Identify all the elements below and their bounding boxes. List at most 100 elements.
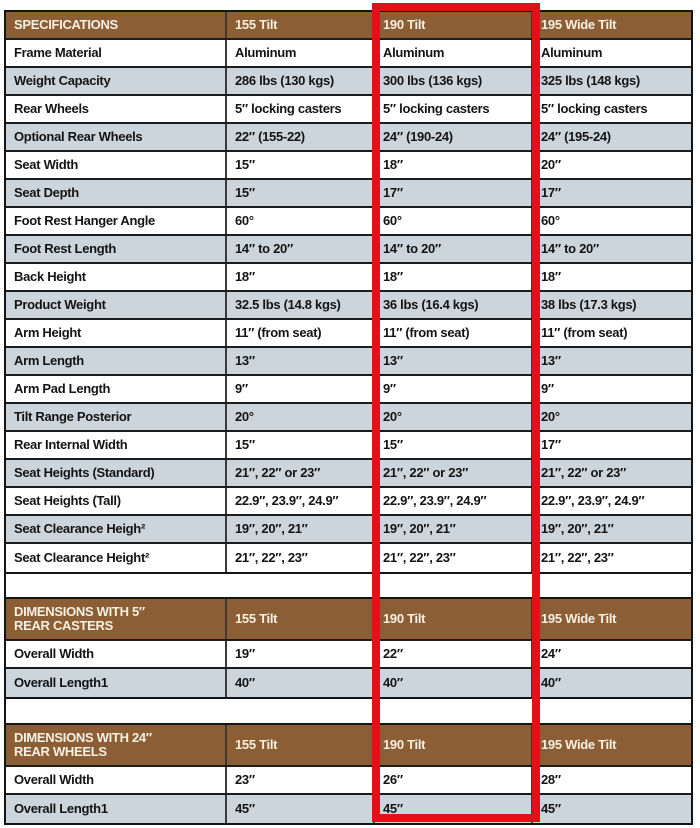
table-row: Frame Material Aluminum Aluminum Aluminum — [6, 40, 691, 68]
spec-label: Seat Heights (Standard) — [6, 460, 227, 486]
table-row: Product Weight 32.5 lbs (14.8 kgs) 36 lbs … — [6, 292, 691, 320]
spec-value: 20° — [375, 404, 533, 430]
spec-value: 286 lbs (130 kgs) — [227, 68, 375, 94]
spec-value: 18″ — [541, 269, 561, 285]
table-row: Arm Height 11″ (from seat) 11″ (from seat)… — [6, 320, 691, 348]
spec-value: 15″ — [375, 432, 533, 458]
spec-value: 19″, 20″, 21″ — [227, 516, 375, 542]
spec-label: Back Height — [6, 264, 227, 290]
spec-value: 13″ — [375, 348, 533, 374]
spec-value: 60° — [375, 208, 533, 234]
table-title: DIMENSIONS WITH 5″ REAR CASTERS — [6, 599, 227, 639]
spec-value: 13″ — [541, 353, 561, 369]
table-gap — [4, 574, 693, 597]
spec-label: Overall Width — [6, 641, 227, 667]
spec-value: 5″ locking casters — [375, 96, 533, 122]
spec-value: 17″ — [375, 180, 533, 206]
dimensions-24in-wheels-table: DIMENSIONS WITH 24″ REAR WHEELS 155 Tilt 1… — [4, 723, 693, 825]
table-row: Overall Length1 40″ 40″ 40″ — [6, 669, 691, 697]
spec-sheet: SPECIFICATIONS 155 Tilt 190 Tilt 195 Wide T… — [4, 10, 693, 825]
spec-label: Foot Rest Hanger Angle — [6, 208, 227, 234]
table-row: Back Height 18″ 18″ 18″ — [6, 264, 691, 292]
spec-value: 21″, 22″ or 23″ — [227, 460, 375, 486]
spec-value: 14″ to 20″ — [541, 241, 599, 257]
table-row: Seat Width 15″ 18″ 20″ — [6, 152, 691, 180]
spec-value: 21″, 22″, 23″ — [375, 544, 533, 572]
column-header: 195 Wide Tilt — [541, 611, 617, 627]
spec-value: 19″, 20″, 21″ — [375, 516, 533, 542]
table-header-row: DIMENSIONS WITH 24″ REAR WHEELS 155 Tilt 1… — [6, 725, 691, 767]
spec-value: 24″ (195-24) — [541, 129, 611, 145]
spec-label: Optional Rear Wheels — [6, 124, 227, 150]
spec-value: 45″ — [541, 801, 561, 817]
spec-value: 300 lbs (136 kgs) — [375, 68, 533, 94]
spec-value: 15″ — [227, 152, 375, 178]
spec-label: Arm Height — [6, 320, 227, 346]
spec-value: 20° — [227, 404, 375, 430]
table-row: Seat Heights (Standard) 21″, 22″ or 23″ 21… — [6, 460, 691, 488]
spec-value: 18″ — [375, 264, 533, 290]
table-row: Rear Internal Width 15″ 15″ 17″ — [6, 432, 691, 460]
column-header: 190 Tilt — [375, 12, 533, 38]
spec-value: 22.9″, 23.9″, 24.9″ — [227, 488, 375, 514]
table-row: Tilt Range Posterior 20° 20° 20° — [6, 404, 691, 432]
table-header-row: SPECIFICATIONS 155 Tilt 190 Tilt 195 Wide T… — [6, 12, 691, 40]
spec-value: 23″ — [227, 767, 375, 793]
spec-value: 20″ — [541, 157, 561, 173]
spec-value: 17″ — [541, 437, 561, 453]
spec-label: Seat Heights (Tall) — [6, 488, 227, 514]
spec-label: Product Weight — [6, 292, 227, 318]
spec-value: Aluminum — [541, 45, 603, 61]
column-header: 190 Tilt — [375, 725, 533, 765]
table-row: Foot Rest Hanger Angle 60° 60° 60° — [6, 208, 691, 236]
spec-value: 22.9″, 23.9″, 24.9″ — [541, 493, 645, 509]
column-header: 190 Tilt — [375, 599, 533, 639]
spec-label: Rear Internal Width — [6, 432, 227, 458]
spec-label: Foot Rest Length — [6, 236, 227, 262]
spec-value: 9″ — [227, 376, 375, 402]
spec-value: 26″ — [375, 767, 533, 793]
table-row: Overall Length1 45″ 45″ 45″ — [6, 795, 691, 823]
spec-value: 60° — [227, 208, 375, 234]
spec-label: Seat Width — [6, 152, 227, 178]
spec-label: Arm Pad Length — [6, 376, 227, 402]
spec-value: 21″, 22″ or 23″ — [541, 465, 627, 481]
table-row: Seat Clearance Height² 21″, 22″, 23″ 21″, … — [6, 544, 691, 572]
spec-value: 15″ — [227, 432, 375, 458]
table-row: Seat Clearance Heigh² 19″, 20″, 21″ 19″, 2… — [6, 516, 691, 544]
spec-value: 14″ to 20″ — [375, 236, 533, 262]
column-header: 155 Tilt — [227, 12, 375, 38]
spec-value: 325 lbs (148 kgs) — [541, 73, 640, 89]
spec-value: 13″ — [227, 348, 375, 374]
table-title: DIMENSIONS WITH 24″ REAR WHEELS — [6, 725, 227, 765]
spec-value: 40″ — [375, 669, 533, 697]
spec-value: 11″ (from seat) — [541, 325, 628, 341]
table-row: Overall Width 23″ 26″ 28″ — [6, 767, 691, 795]
spec-label: Overall Length1 — [6, 669, 227, 697]
spec-label: Tilt Range Posterior — [6, 404, 227, 430]
table-row: Overall Width 19″ 22″ 24″ — [6, 641, 691, 669]
spec-value: 9″ — [541, 381, 554, 397]
spec-label: Seat Clearance Height² — [6, 544, 227, 572]
spec-value: 45″ — [375, 795, 533, 823]
spec-value: 15″ — [227, 180, 375, 206]
table-row: Optional Rear Wheels 22″ (155-22) 24″ (190… — [6, 124, 691, 152]
spec-value: 20° — [541, 409, 560, 425]
spec-value: 19″ — [227, 641, 375, 667]
spec-value: 40″ — [541, 675, 561, 691]
spec-value: 22″ — [375, 641, 533, 667]
spec-label: Arm Length — [6, 348, 227, 374]
spec-label: Seat Clearance Heigh² — [6, 516, 227, 542]
table-row: Arm Pad Length 9″ 9″ 9″ — [6, 376, 691, 404]
spec-value: 21″, 22″, 23″ — [541, 550, 614, 566]
column-header: 195 Wide Tilt — [541, 17, 617, 33]
table-gap — [4, 699, 693, 723]
table-row: Weight Capacity 286 lbs (130 kgs) 300 lbs … — [6, 68, 691, 96]
spec-value: 5″ locking casters — [227, 96, 375, 122]
table-header-row: DIMENSIONS WITH 5″ REAR CASTERS 155 Tilt 1… — [6, 599, 691, 641]
spec-value: 21″, 22″ or 23″ — [375, 460, 533, 486]
spec-value: 14″ to 20″ — [227, 236, 375, 262]
spec-value: 18″ — [375, 152, 533, 178]
spec-label: Overall Width — [6, 767, 227, 793]
spec-value: 38 lbs (17.3 kgs) — [541, 297, 637, 313]
